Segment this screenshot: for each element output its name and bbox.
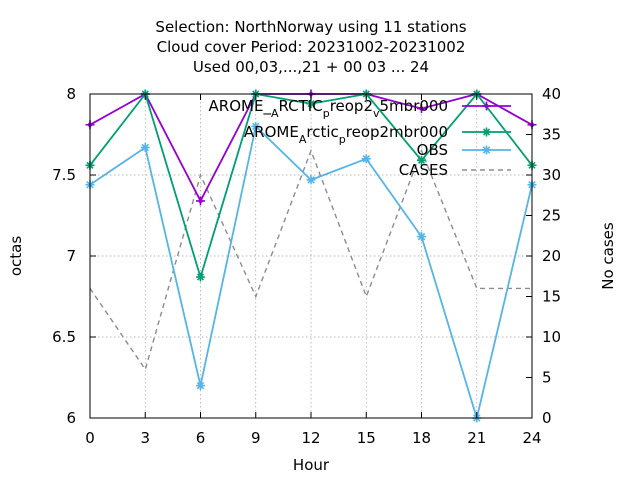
- y2-axis-label: No cases: [599, 222, 617, 290]
- x-tick-label: 9: [251, 429, 261, 447]
- data-point: [251, 121, 261, 131]
- x-tick-label: 6: [196, 429, 206, 447]
- data-point: [482, 145, 491, 155]
- y2-tick-label: 5: [542, 369, 552, 387]
- y2-tick-label: 35: [542, 126, 561, 144]
- x-tick-label: 0: [85, 429, 95, 447]
- y-tick-label: 6: [66, 409, 76, 427]
- x-tick-label: 12: [301, 429, 320, 447]
- legend: AROME_ARCTICpreop2v5mbr000 AROMEArcticpre…: [209, 97, 511, 179]
- data-point: [306, 175, 316, 185]
- x-tick-label: 21: [467, 429, 486, 447]
- y2-tick-label: 30: [542, 166, 561, 184]
- data-point: [417, 155, 426, 165]
- x-tick-label: 15: [357, 429, 376, 447]
- y2-tick-label: 40: [542, 85, 561, 103]
- series-line-3: [89, 148, 532, 372]
- y-tick-label: 6.5: [52, 328, 76, 346]
- data-point: [306, 99, 316, 109]
- data-point: [196, 272, 205, 282]
- x-axis-label: Hour: [293, 456, 330, 474]
- data-point: [417, 232, 426, 242]
- x-tick-label: 18: [412, 429, 431, 447]
- legend-entry-2: OBS: [417, 141, 448, 159]
- y-tick-label: 7: [66, 247, 76, 265]
- y2-tick-label: 25: [542, 207, 561, 225]
- data-point: [482, 127, 491, 137]
- data-point: [140, 142, 150, 152]
- data-point: [482, 101, 491, 111]
- data-point: [196, 381, 205, 391]
- legend-entry-1: AROMEArcticpreop2mbr000: [244, 123, 448, 146]
- series-line-1: [89, 92, 533, 281]
- legend-entry-3: CASES: [399, 161, 448, 179]
- x-tick-label: 3: [140, 429, 150, 447]
- chart-title: Selection: NorthNorway using 11 stations…: [155, 18, 466, 76]
- title-line-2: Used 00,03,...,21 + 00 03 ... 24: [193, 58, 429, 76]
- grid: [90, 94, 532, 418]
- y2-tick-label: 20: [542, 247, 561, 265]
- y-tick-label: 7.5: [52, 166, 76, 184]
- y2-tick-label: 15: [542, 288, 561, 306]
- y-axis-label: octas: [7, 236, 25, 276]
- data-point: [196, 196, 205, 206]
- data-point: [361, 154, 371, 164]
- data-point: [417, 104, 426, 114]
- y2-tick-label: 0: [542, 409, 552, 427]
- title-line-1: Cloud cover Period: 20231002-20231002: [157, 38, 466, 56]
- legend-entry-0: AROME_ARCTICpreop2v5mbr000: [209, 97, 448, 120]
- y-tick-label: 8: [66, 85, 76, 103]
- x-tick-label: 24: [522, 429, 541, 447]
- title-line-0: Selection: NorthNorway using 11 stations: [155, 18, 466, 36]
- axis-ticks: 0 3 6 9 12 15 18 21 24 6 6.5 7 7.5 8 0 5 10 15 20 25 30 35 40: [52, 85, 561, 447]
- y2-tick-label: 10: [542, 328, 561, 346]
